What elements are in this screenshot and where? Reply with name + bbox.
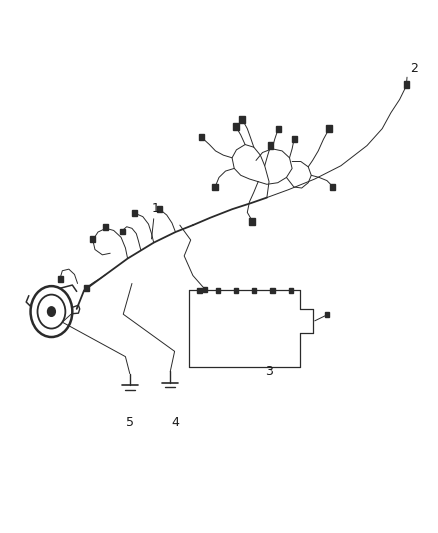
- Bar: [326, 125, 332, 132]
- Bar: [90, 236, 95, 242]
- Bar: [289, 288, 293, 293]
- Bar: [404, 81, 410, 88]
- Bar: [233, 123, 239, 130]
- Bar: [292, 136, 297, 142]
- Bar: [268, 142, 273, 149]
- Text: 3: 3: [265, 365, 273, 377]
- Bar: [252, 288, 256, 293]
- Text: 2: 2: [410, 61, 418, 75]
- Text: 1: 1: [152, 202, 160, 215]
- Bar: [199, 134, 204, 140]
- Bar: [270, 288, 275, 293]
- Text: 5: 5: [126, 416, 134, 429]
- Bar: [212, 184, 218, 190]
- Bar: [203, 287, 207, 292]
- Bar: [215, 288, 220, 293]
- Bar: [58, 276, 63, 282]
- Bar: [120, 229, 125, 235]
- Bar: [276, 126, 281, 132]
- Bar: [132, 210, 137, 216]
- Bar: [330, 184, 335, 190]
- Bar: [157, 206, 162, 213]
- Bar: [84, 285, 89, 291]
- Bar: [240, 116, 245, 123]
- Bar: [250, 218, 254, 224]
- Circle shape: [47, 307, 55, 317]
- Text: 4: 4: [172, 416, 180, 429]
- Bar: [234, 288, 238, 293]
- Bar: [325, 312, 329, 317]
- Bar: [103, 224, 109, 230]
- Bar: [197, 288, 201, 293]
